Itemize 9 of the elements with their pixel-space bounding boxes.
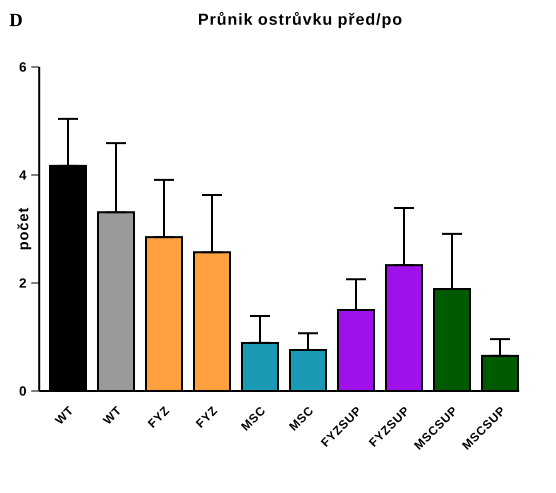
y-tick-label: 6	[20, 62, 26, 72]
chart-title: Průnik ostrůvku před/po	[199, 12, 402, 28]
y-tick-label: 2	[20, 278, 26, 288]
y-tick-label: 4	[19, 170, 26, 180]
y-tick-label: 0	[20, 386, 26, 396]
text: D	[10, 14, 22, 26]
x-tick-label: WT	[54, 406, 72, 424]
y-axis-title: počet	[17, 208, 32, 250]
x-tick-label: WT	[102, 406, 120, 424]
